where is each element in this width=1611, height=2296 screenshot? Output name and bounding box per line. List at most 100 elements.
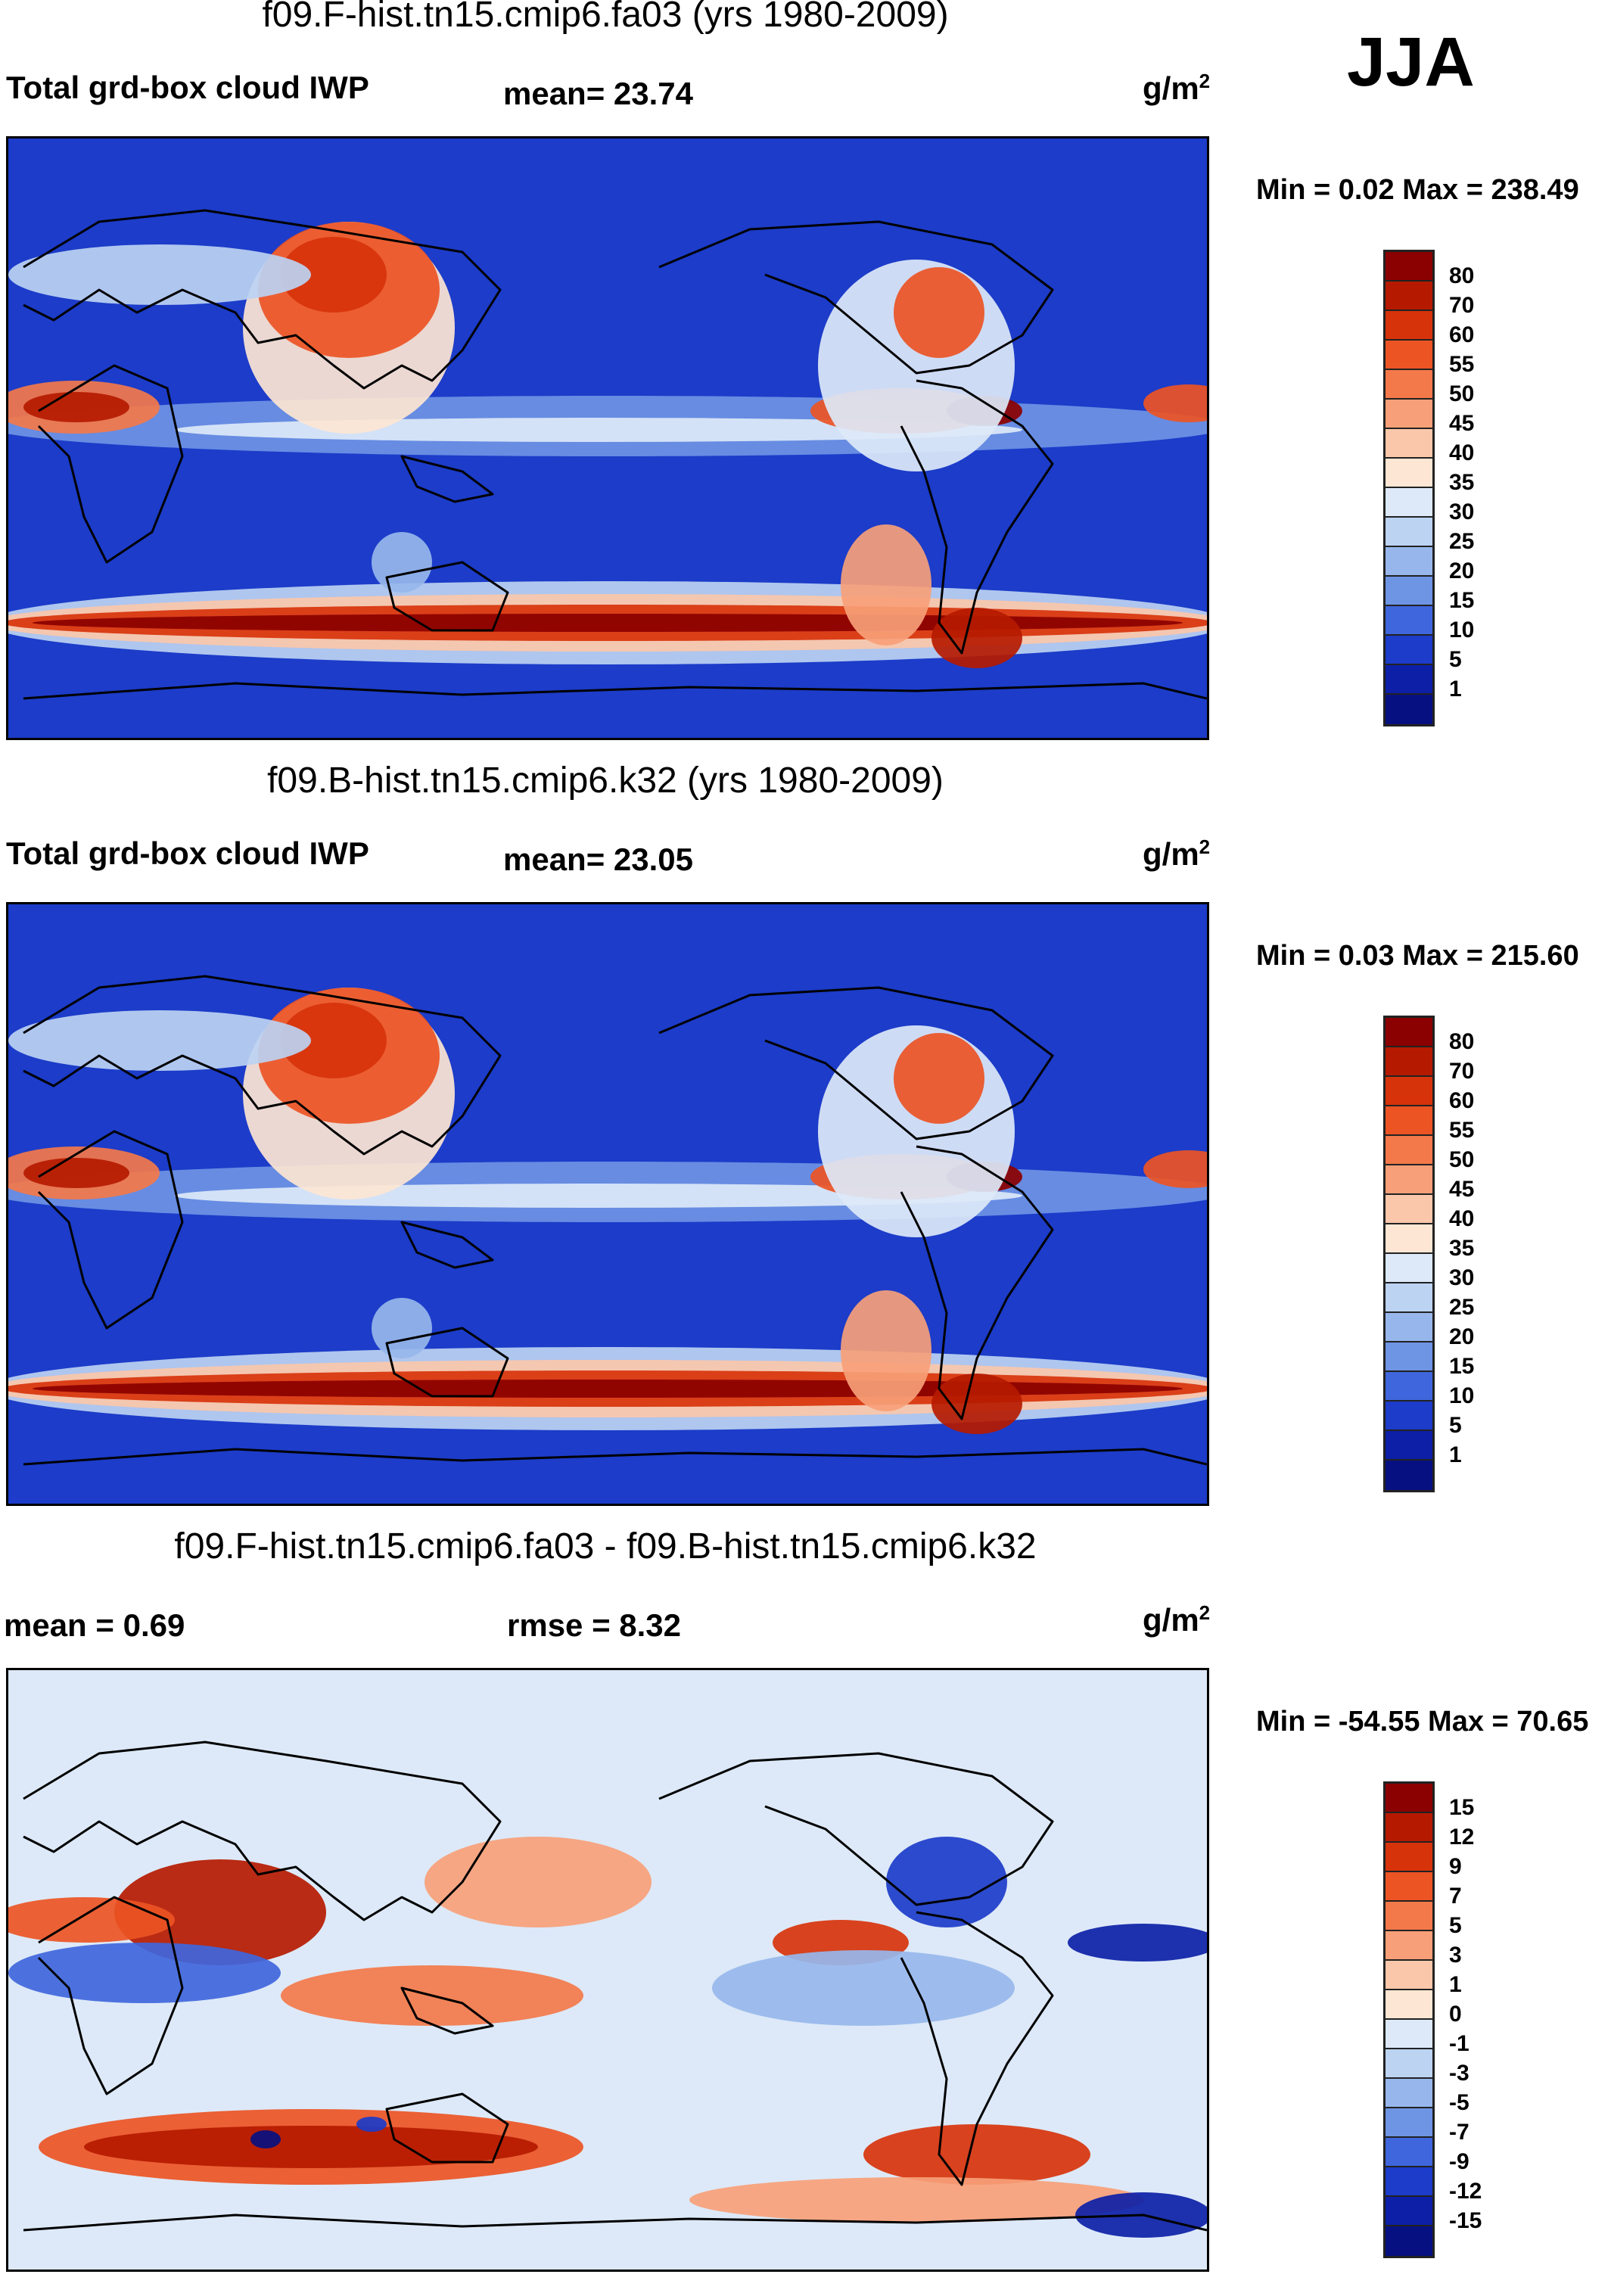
contour-region [372,532,432,593]
colorbar-swatch [1386,459,1432,488]
contour-region [931,1374,1022,1434]
panel-title: f09.B-hist.tn15.cmip6.k32 (yrs 1980-2009… [267,761,944,801]
panel-k32: f09.B-hist.tn15.cmip6.k32 (yrs 1980-2009… [0,761,1611,1530]
colorbar-swatch [1386,1431,1432,1461]
colorbar-swatch [1386,488,1432,518]
contour-region [356,2117,387,2132]
colorbar-swatch [1386,1402,1432,1431]
colorbar-swatch [1386,1961,1432,1990]
colorbar-swatch [1386,2167,1432,2197]
colorbar-tick-label: 70 [1449,1059,1475,1084]
contour-region [841,524,931,646]
colorbar-tick-label: 80 [1449,263,1475,288]
coastline [37,1130,184,1330]
colorbar-tick-label: 40 [1449,440,1475,465]
coastline [400,455,494,503]
colorbar-swatch [1386,252,1432,282]
coastline [23,1741,502,1921]
contour-region [372,1298,432,1358]
coastline [900,1911,1054,2186]
colorbar-tick-label: 45 [1449,1177,1475,1202]
contour-region [689,2177,1143,2223]
contour-region [425,1837,652,1927]
variable-label: Total grd-box cloud IWP [6,835,369,871]
colorbar-swatch [1386,665,1432,695]
colorbar-swatch [1386,2138,1432,2167]
coastline [658,986,1054,1140]
coastline [658,1752,1054,1906]
coastline [37,1896,184,2095]
colorbar-tick-label: 7 [1449,1884,1462,1909]
colorbar-tick-label: 45 [1449,411,1475,436]
map-plot [6,1668,1209,2272]
panel-difference: f09.F-hist.tn15.cmip6.fa03 - f09.B-hist.… [0,1526,1611,2296]
colorbar-swatch [1386,1077,1432,1106]
contour-region [23,392,129,422]
colorbar-tick-label: 30 [1449,499,1475,524]
coastline [385,2092,509,2164]
colorbar-tick-label: 15 [1449,588,1475,613]
map-plot [6,136,1209,740]
colorbar-tick-label: 0 [1449,2002,1462,2027]
season-label: JJA [1347,23,1475,101]
colorbar-swatch [1386,1461,1432,1490]
colorbar-swatch [1386,636,1432,665]
colorbar-tick-label: 5 [1449,647,1462,672]
colorbar-tick-label: 35 [1449,1236,1475,1261]
colorbar-swatch [1386,2020,1432,2049]
colorbar-swatch [1386,1283,1432,1313]
colorbar-tick-label: 60 [1449,1088,1475,1113]
coastline [400,1986,494,2035]
coastline [385,561,509,632]
colorbar-swatch [1386,1931,1432,1961]
colorbar-tick-label: 50 [1449,381,1475,406]
contour-region [894,267,984,358]
colorbar-swatch [1386,606,1432,636]
colorbar-swatch [1386,1195,1432,1224]
colorbar-tick-label: 15 [1449,1795,1475,1820]
colorbar-swatch [1386,1813,1432,1843]
colorbar-swatch [1386,518,1432,547]
colorbar-swatch [1386,1136,1432,1165]
units-label: g/m2 [1143,835,1211,872]
coastline [23,209,502,390]
colorbar-tick-label: -7 [1449,2120,1469,2145]
colorbar-swatch [1386,400,1432,429]
colorbar-swatch [1386,547,1432,577]
colorbar-tick-label: 25 [1449,1295,1475,1320]
colorbar [1383,250,1435,726]
coastline [23,682,1207,700]
colorbar-swatch [1386,370,1432,400]
coastline [23,2214,1207,2232]
colorbar-swatch [1386,1018,1432,1047]
colorbar-swatch [1386,429,1432,459]
colorbar [1383,1781,1435,2258]
colorbar-swatch [1386,2226,1432,2256]
contour-region [863,2124,1090,2185]
contour-region [8,244,311,305]
colorbar-tick-label: 1 [1449,1442,1462,1467]
colorbar-tick-label: -1 [1449,2031,1469,2056]
colorbar-tick-label: -15 [1449,2208,1482,2233]
colorbar-swatch [1386,1372,1432,1402]
contour-region [250,2130,281,2148]
min-max-label: Min = 0.03 Max = 215.60 [1256,940,1579,972]
colorbar-swatch [1386,1843,1432,1872]
colorbar-tick-label: 70 [1449,293,1475,318]
colorbar-swatch [1386,2108,1432,2138]
coastline [400,1221,494,1269]
contour-region [8,1943,281,2003]
colorbar-swatch [1386,1990,1432,2020]
panel-title: f09.F-hist.tn15.cmip6.fa03 (yrs 1980-200… [262,0,949,35]
colorbar-tick-label: 20 [1449,1324,1475,1349]
coastline [23,1448,1207,1466]
variable-label: Total grd-box cloud IWP [6,70,369,105]
colorbar-tick-label: 25 [1449,529,1475,554]
colorbar-tick-label: 80 [1449,1029,1475,1054]
panel-fa03: f09.F-hist.tn15.cmip6.fa03 (yrs 1980-200… [0,0,1611,764]
colorbar-swatch [1386,282,1432,311]
colorbar-swatch [1386,311,1432,341]
colorbar-tick-label: 1 [1449,677,1462,702]
colorbar-tick-label: 20 [1449,558,1475,583]
colorbar-swatch [1386,1165,1432,1195]
